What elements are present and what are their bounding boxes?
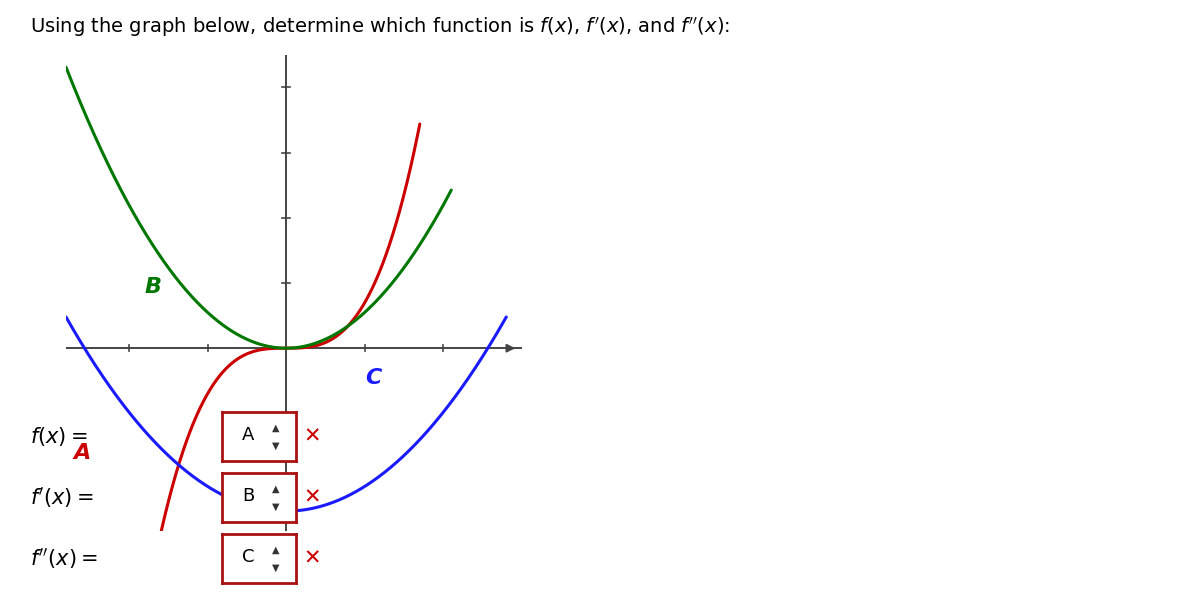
Text: ✕: ✕ [304, 548, 322, 568]
Text: ✕: ✕ [304, 426, 322, 446]
Text: ▼: ▼ [272, 441, 280, 451]
Text: ▲: ▲ [272, 422, 280, 432]
Text: C: C [365, 368, 382, 388]
Text: ▲: ▲ [272, 544, 280, 554]
Text: Using the graph below, determine which function is $f(x)$, $f'(x)$, and $f''(x)$: Using the graph below, determine which f… [30, 15, 730, 39]
Text: ✕: ✕ [304, 487, 322, 507]
Text: C: C [241, 548, 254, 566]
Text: A: A [242, 426, 254, 444]
Text: $f''(x) =$: $f''(x) =$ [30, 546, 97, 570]
Text: B: B [242, 487, 254, 505]
Text: $f'(x) =$: $f'(x) =$ [30, 485, 94, 509]
Text: ▼: ▼ [272, 502, 280, 512]
Text: ▼: ▼ [272, 563, 280, 573]
Text: ▲: ▲ [272, 483, 280, 493]
Text: B: B [145, 277, 162, 297]
Text: $f(x) =$: $f(x) =$ [30, 425, 88, 448]
Text: A: A [74, 443, 91, 463]
